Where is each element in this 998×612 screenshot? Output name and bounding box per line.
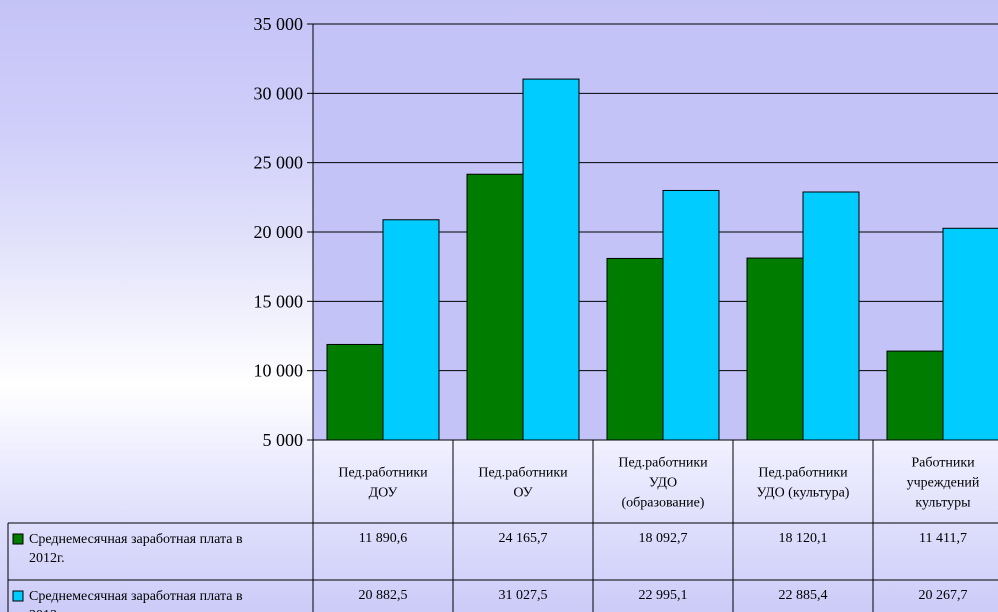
category-label: УДО	[649, 476, 677, 491]
bar-1-1	[326, 343, 384, 441]
legend-swatch-1	[12, 533, 24, 545]
category-label: УДО (культура)	[757, 486, 850, 501]
data-label: 11 411,7	[919, 531, 967, 546]
legend-label-2: 2013г.	[29, 608, 65, 612]
category-label: ДОУ	[369, 486, 398, 501]
y-tick-label: 35 000	[254, 14, 304, 34]
data-label: 11 890,6	[359, 531, 407, 546]
category-label: Пед.работники	[478, 466, 568, 481]
data-label: 22 995,1	[639, 588, 688, 603]
y-tick-label: 10 000	[254, 361, 304, 381]
category-label: учреждений	[907, 476, 980, 491]
category-label: ОУ	[513, 486, 532, 501]
y-tick-label: 5 000	[263, 430, 304, 450]
bar-2-4	[802, 191, 860, 441]
bar-2-1	[382, 219, 440, 441]
data-label: 18 120,1	[779, 531, 828, 546]
legend-label-1: Среднемесячная заработная плата в	[29, 532, 243, 547]
category-label: Пед.работники	[758, 466, 848, 481]
y-tick-label: 25 000	[254, 153, 304, 173]
data-label: 24 165,7	[499, 531, 548, 546]
y-tick-label: 20 000	[254, 222, 304, 242]
category-label: культуры	[915, 496, 971, 511]
category-label: Пед.работники	[338, 466, 428, 481]
category-label: Работники	[911, 456, 975, 471]
bar-2-3	[662, 189, 720, 441]
bar-2-2	[522, 78, 580, 441]
bar-1-3	[606, 257, 664, 441]
y-tick-label: 30 000	[254, 83, 304, 103]
bar-2-5	[942, 227, 998, 441]
data-label: 20 267,7	[919, 588, 968, 603]
category-label: (образование)	[622, 496, 705, 511]
data-label: 20 882,5	[359, 588, 408, 603]
data-label: 18 092,7	[639, 531, 688, 546]
y-tick-label: 15 000	[254, 291, 304, 311]
bar-1-4	[746, 257, 804, 441]
legend-swatch-2	[12, 590, 24, 602]
legend-label-2: Среднемесячная заработная плата в	[29, 589, 243, 604]
data-label: 31 027,5	[499, 588, 548, 603]
bar-1-2	[466, 173, 524, 441]
bar-1-5	[886, 350, 944, 441]
legend-label-1: 2012г.	[29, 551, 65, 566]
category-label: Пед.работники	[618, 456, 708, 471]
data-label: 22 885,4	[779, 588, 828, 603]
